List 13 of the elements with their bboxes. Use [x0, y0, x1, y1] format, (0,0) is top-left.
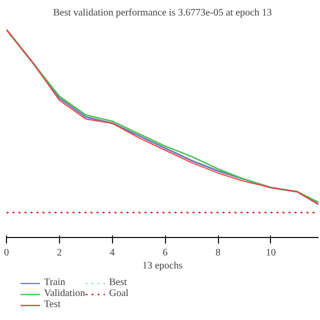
- x-tick-label: 6: [162, 248, 168, 258]
- legend-label: Goal: [109, 288, 130, 299]
- chart-title: Best validation performance is 3.6773e-05 at epoch 13: [53, 8, 272, 18]
- legend-label: Test: [44, 299, 62, 310]
- x-axis-title: 13 epochs: [142, 260, 183, 272]
- x-tick-label: 8: [216, 248, 221, 258]
- legend-label: Train: [44, 277, 66, 288]
- legend-label: Validation: [44, 288, 86, 299]
- x-tick-label: 0: [4, 248, 9, 258]
- legend-label: Best: [109, 277, 128, 288]
- x-tick-label: 4: [110, 248, 115, 258]
- x-tick-label: 10: [266, 248, 276, 258]
- x-tick-label: 2: [56, 248, 62, 258]
